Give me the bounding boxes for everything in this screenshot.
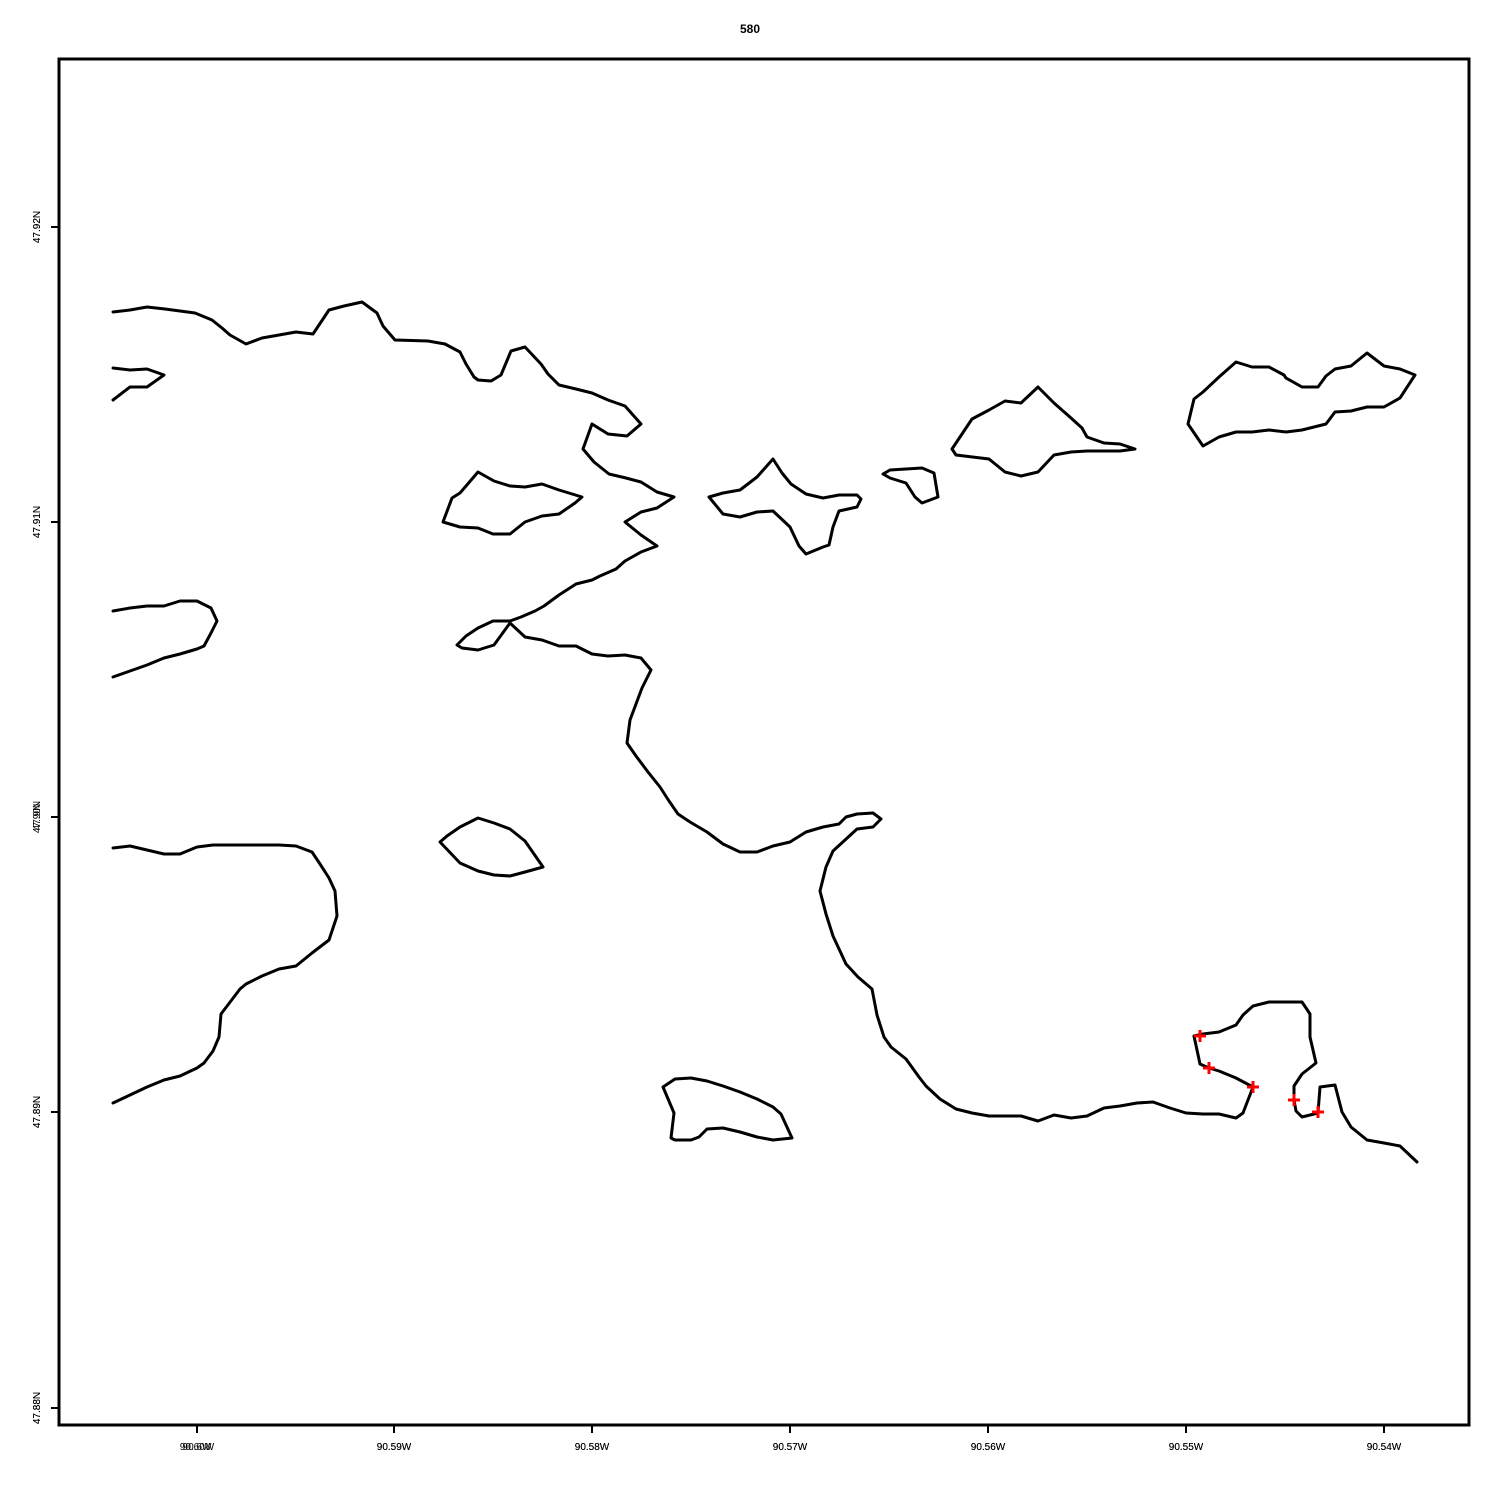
x-tick-label-overprint: 90.56W bbox=[971, 1442, 1006, 1453]
map-title: 580 bbox=[739, 22, 761, 36]
y-tick-label: 47.9N bbox=[32, 804, 43, 831]
y-axis bbox=[51, 226, 59, 1409]
point-markers bbox=[1194, 1030, 1324, 1118]
west-shore-upper bbox=[111, 366, 166, 402]
x-tick-label: 90.56W bbox=[971, 1442, 1006, 1453]
x-tick-label-overprint: 90.58W bbox=[575, 1442, 610, 1453]
x-tick-label-overprint: 90.54W bbox=[1367, 1442, 1402, 1453]
x-tick-label-overprint: 90.57W bbox=[773, 1442, 808, 1453]
y-tick-label-overprint: 47.88N bbox=[32, 1392, 43, 1424]
x-axis bbox=[196, 1425, 1385, 1433]
y-tick-label: 47.89N bbox=[32, 1096, 43, 1128]
y-tick-label-overprint: 47.92N bbox=[32, 211, 43, 243]
marker-cross bbox=[1203, 1062, 1215, 1074]
marker-cross bbox=[1247, 1081, 1259, 1093]
y-tick-label: 47.88N bbox=[32, 1392, 43, 1424]
y-tick-label-overprint: 47.89N bbox=[32, 1096, 43, 1128]
y-tick-label: 47.91N bbox=[32, 506, 43, 538]
island-3 bbox=[881, 466, 940, 505]
island-2 bbox=[707, 457, 863, 556]
x-tick-label-overprint: 90.55W bbox=[1169, 1442, 1204, 1453]
x-tick-label: 90.55W bbox=[1169, 1442, 1204, 1453]
x-tick-label: 90.57W bbox=[773, 1442, 808, 1453]
main-shoreline bbox=[111, 300, 1419, 1164]
x-tick-label: 90.54W bbox=[1367, 1442, 1402, 1453]
plot-frame bbox=[57, 57, 1471, 1427]
marker-cross bbox=[1312, 1106, 1324, 1118]
y-tick-label-overprint: 47.91N bbox=[32, 506, 43, 538]
x-tick-label: 90.6W bbox=[183, 1442, 212, 1453]
island-7 bbox=[661, 1076, 794, 1142]
island-6 bbox=[438, 816, 545, 878]
y-tick-label-overprint: 47.90N bbox=[32, 801, 43, 833]
island-1 bbox=[441, 470, 584, 536]
west-shore-middle bbox=[111, 599, 219, 679]
x-tick-label: 90.58W bbox=[575, 1442, 610, 1453]
marker-cross bbox=[1288, 1094, 1300, 1106]
west-shore-lower bbox=[111, 843, 339, 1105]
island-5 bbox=[1186, 351, 1417, 448]
x-tick-label: 90.59W bbox=[377, 1442, 412, 1453]
x-tick-label-overprint: 90.59W bbox=[377, 1442, 412, 1453]
x-tick-label-overprint: 90.60W bbox=[180, 1442, 215, 1453]
x-tick-labels: 90.6W 90.60W 90.59W 90.59W 90.58W 90.58W… bbox=[180, 1442, 1402, 1453]
marker-cross bbox=[1194, 1030, 1206, 1042]
y-tick-labels: 47.92N 47.92N 47.91N 47.91N 47.9N 47.90N… bbox=[32, 211, 43, 1424]
island-4 bbox=[950, 385, 1137, 478]
coastlines bbox=[111, 300, 1419, 1164]
y-tick-label: 47.92N bbox=[32, 211, 43, 243]
